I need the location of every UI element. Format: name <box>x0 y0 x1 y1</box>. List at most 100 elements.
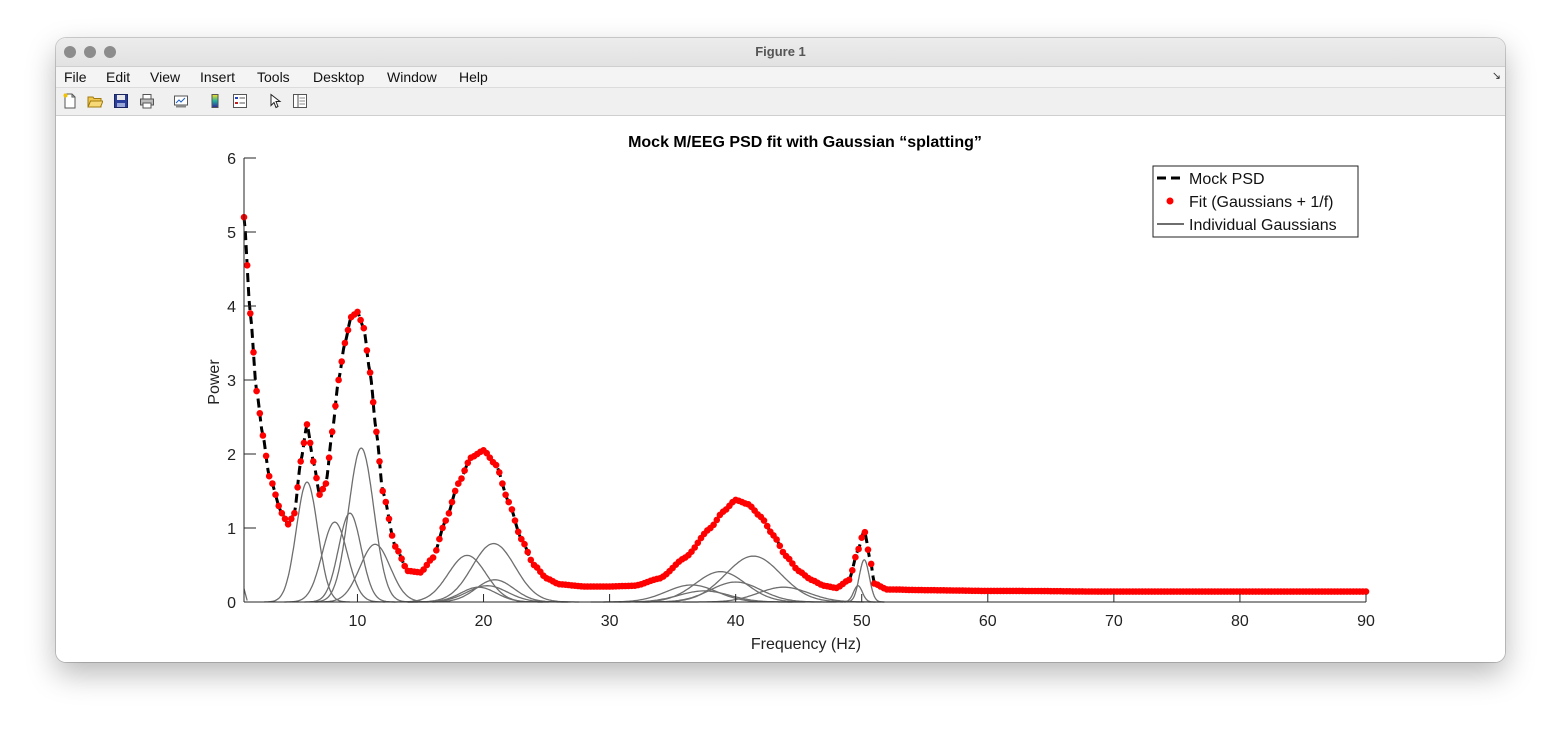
gaussian-curve-18 <box>844 559 885 603</box>
fit-series <box>240 213 1370 595</box>
folder-open-icon[interactable] <box>87 93 103 109</box>
y-tick-label: 6 <box>227 151 236 168</box>
gaussian-curve-13 <box>619 571 822 603</box>
fit-point <box>855 545 862 553</box>
plot-area[interactable]: Mock M/EEG PSD fit with Gaussian “splatt… <box>56 116 1505 662</box>
fit-point <box>439 524 446 532</box>
fit-point <box>521 540 528 548</box>
legend-box <box>1152 165 1359 238</box>
fit-point <box>385 515 393 523</box>
fit-point <box>429 554 437 561</box>
psd-line <box>242 217 1366 594</box>
new-file-icon[interactable] <box>62 93 78 109</box>
fit-point <box>341 339 349 347</box>
fit-point <box>455 480 462 487</box>
minimize-window-icon[interactable] <box>84 46 96 58</box>
chart-title: Mock M/EEG PSD fit with Gaussian “splatt… <box>628 134 982 151</box>
fit-point <box>511 517 519 524</box>
x-tick-label: 30 <box>601 613 619 630</box>
fit-point <box>316 491 323 499</box>
gaussian-curve-9 <box>419 579 571 603</box>
legend-fit-label: Fit (Gaussians + 1/f) <box>1189 194 1334 211</box>
zoom-window-icon[interactable] <box>104 46 116 58</box>
fit-point <box>388 532 396 539</box>
x-tick-label: 90 <box>1357 613 1375 630</box>
gaussian-curve-17 <box>840 584 876 603</box>
printer-icon[interactable] <box>139 93 155 109</box>
menu-insert[interactable]: Insert <box>200 69 236 85</box>
psd-chart[interactable]: Mock M/EEG PSD fit with Gaussian “splatt… <box>56 116 1505 662</box>
link-plot-icon[interactable] <box>173 93 189 109</box>
pointer-arrow-icon[interactable] <box>267 93 283 109</box>
menu-desktop[interactable]: Desktop <box>313 69 365 85</box>
close-window-icon[interactable] <box>64 46 76 58</box>
fit-point <box>849 567 856 574</box>
fit-point <box>527 556 535 564</box>
fit-point <box>243 262 251 269</box>
fit-point <box>508 506 516 513</box>
fit-point <box>376 458 383 465</box>
fit-point <box>253 387 260 395</box>
dock-arrow-icon[interactable]: ↘ <box>1491 70 1501 82</box>
fit-point <box>357 316 364 324</box>
legend[interactable]: Mock PSD Fit (Gaussians + 1/f) Individua… <box>1152 165 1359 238</box>
menu-file[interactable]: File <box>64 69 87 85</box>
fit-point <box>332 402 339 410</box>
fit-point <box>395 548 402 555</box>
fit-point <box>269 480 276 487</box>
legend-icon[interactable] <box>232 93 248 109</box>
y-tick-label: 2 <box>227 447 236 464</box>
fit-point <box>852 553 859 561</box>
fit-point <box>845 576 853 584</box>
fit-point <box>272 491 279 499</box>
fit-point <box>319 485 327 493</box>
colorbar-icon[interactable] <box>207 93 223 109</box>
fit-point <box>442 517 450 524</box>
menu-view[interactable]: View <box>150 69 181 85</box>
x-tick-label: 70 <box>1105 613 1123 630</box>
fit-point <box>256 410 264 417</box>
gaussian-curve-4 <box>310 447 412 603</box>
menu-window[interactable]: Window <box>387 69 437 85</box>
fit-point <box>691 544 698 551</box>
fit-point <box>458 475 465 482</box>
fit-point <box>297 458 304 465</box>
menu-bar: File Edit View Insert Tools Desktop Wind… <box>56 67 1505 88</box>
x-axis-label: Frequency (Hz) <box>751 636 861 653</box>
x-tick-label: 80 <box>1231 613 1249 630</box>
fit-point <box>259 432 267 439</box>
fit-point <box>524 548 531 556</box>
floppy-disk-icon[interactable] <box>113 93 129 109</box>
fit-point <box>694 539 702 547</box>
fit-point <box>436 535 443 543</box>
fit-point <box>284 521 292 528</box>
fit-point <box>379 487 387 495</box>
gaussian-curve-15 <box>642 555 865 603</box>
fit-point <box>502 491 509 499</box>
fit-point <box>382 498 390 506</box>
fit-point <box>858 534 865 541</box>
property-inspector-icon[interactable] <box>292 93 308 109</box>
y-tick-label: 3 <box>227 373 236 390</box>
fit-point <box>328 428 336 436</box>
fit-point <box>265 472 273 480</box>
psd-series <box>242 217 1366 594</box>
fit-point <box>373 428 380 436</box>
fit-point <box>398 555 405 562</box>
fit-point <box>300 439 308 447</box>
fit-point <box>1362 588 1370 595</box>
fit-point <box>518 535 525 543</box>
fit-point <box>496 469 503 476</box>
fit-point <box>369 398 377 406</box>
fit-point <box>433 547 440 554</box>
fit-point <box>250 349 257 356</box>
gaussian-curves <box>243 447 885 603</box>
menu-edit[interactable]: Edit <box>106 69 131 85</box>
x-tick-label: 20 <box>475 613 493 630</box>
fit-point <box>288 515 295 523</box>
menu-help[interactable]: Help <box>459 69 488 85</box>
fit-point <box>776 542 784 550</box>
fit-point <box>773 536 780 543</box>
fit-point <box>451 487 459 495</box>
menu-tools[interactable]: Tools <box>257 69 290 85</box>
